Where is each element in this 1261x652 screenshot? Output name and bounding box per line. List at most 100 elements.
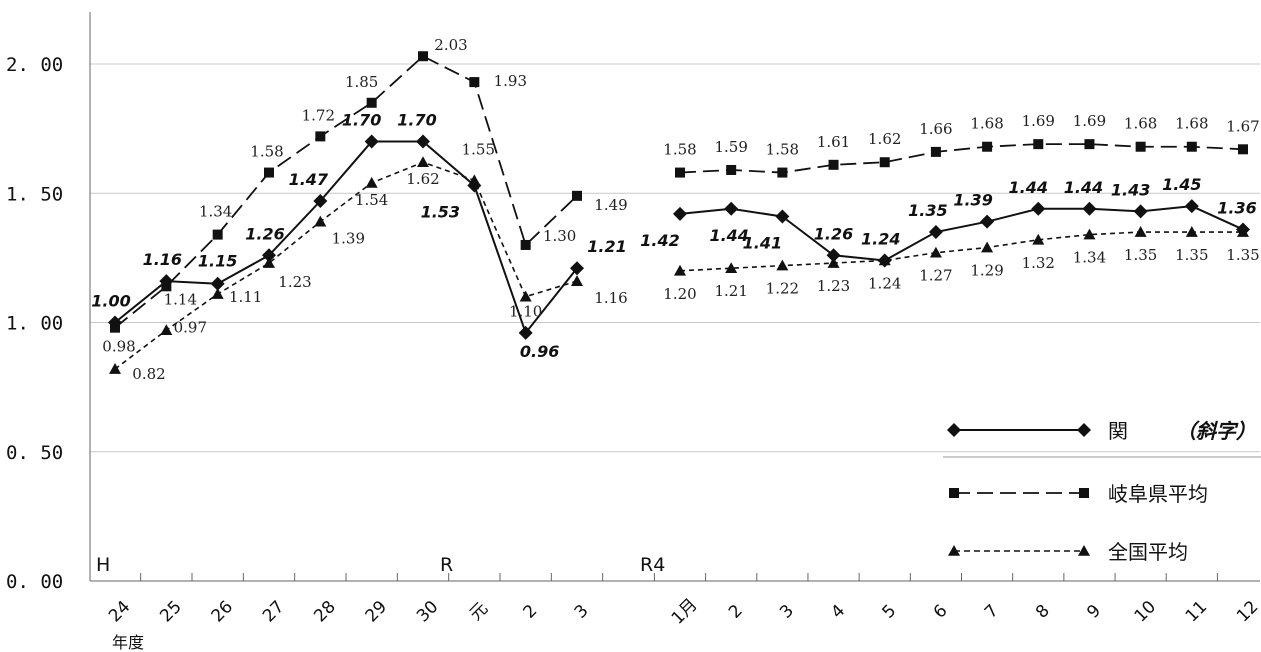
legend-item: 全国平均 (948, 540, 1188, 564)
data-label: 1.23 (817, 277, 850, 295)
series-line (114, 161, 578, 370)
data-label: 1.21 (714, 282, 747, 300)
legend-label: 岐阜県平均 (1108, 482, 1208, 506)
data-label: 1.58 (250, 143, 283, 161)
data-label: 1.14 (164, 290, 197, 308)
y-tick-label: 0. 50 (6, 442, 63, 464)
data-point (518, 325, 533, 340)
data-point (418, 51, 428, 62)
x-tick-label: 9 (1083, 601, 1105, 623)
data-point (726, 164, 737, 175)
data-label: 1.53 (421, 202, 460, 221)
data-point (365, 176, 378, 188)
data-label: 1.44 (1064, 178, 1103, 197)
data-point (1186, 141, 1197, 152)
data-label: 1.27 (919, 267, 952, 285)
x-tick-label: 7 (981, 601, 1003, 623)
data-label: 1.26 (245, 224, 284, 243)
data-point (520, 239, 531, 250)
series-line (679, 231, 1243, 272)
x-tick-label: 28 (310, 597, 339, 626)
data-point (1134, 226, 1147, 237)
legend-marker-right (1079, 488, 1089, 498)
data-point (264, 167, 274, 178)
x-tick-label: 5 (879, 601, 901, 623)
data-label: 1.44 (709, 226, 748, 245)
data-label: 1.24 (868, 274, 901, 292)
data-point (467, 178, 482, 193)
data-label: 1.32 (1022, 254, 1055, 272)
data-label: 1.24 (861, 229, 900, 248)
legend-item: 関 （斜字） (947, 419, 1256, 443)
data-point (724, 201, 739, 216)
data-point (417, 156, 429, 168)
data-label: 1.10 (509, 303, 542, 321)
data-label: 1.11 (229, 288, 262, 306)
data-point (1184, 199, 1199, 214)
data-label: 1.35 (1226, 246, 1259, 264)
x-tick-label: 2 (725, 601, 747, 623)
data-label: 1.00 (91, 292, 130, 311)
data-point (109, 363, 121, 374)
legend-label: 関 (1108, 419, 1128, 443)
data-label: 1.35 (1175, 246, 1208, 264)
x-tick-label: 1月 (668, 595, 702, 629)
data-point (571, 275, 583, 286)
data-label: 0.82 (132, 365, 165, 383)
data-label: 1.36 (1217, 198, 1256, 217)
data-label: 1.45 (1162, 175, 1201, 194)
x-tick-label: 3 (776, 601, 798, 623)
data-label: 1.58 (663, 141, 696, 159)
series-seki (108, 134, 1250, 340)
x-tick-label: 26 (208, 597, 237, 626)
data-label: 1.68 (1124, 115, 1157, 133)
data-label: 1.67 (1226, 117, 1259, 135)
data-point (1185, 226, 1198, 237)
data-label: 1.21 (587, 237, 626, 256)
era-label: R (440, 554, 453, 576)
data-point (210, 276, 225, 291)
x-tick-label: 30 (413, 597, 442, 626)
data-label: 1.61 (817, 133, 850, 151)
data-label: 1.55 (462, 140, 495, 158)
data-point (212, 229, 223, 240)
data-label: 1.41 (743, 234, 782, 253)
data-point (1082, 201, 1097, 216)
data-label: 1.68 (970, 115, 1003, 133)
series-lines (108, 51, 1250, 374)
gridlines (90, 63, 1260, 453)
data-point (364, 134, 379, 149)
data-point (1033, 139, 1044, 150)
data-point (675, 167, 685, 178)
data-point (877, 253, 892, 268)
x-unit-label: 年度 (112, 633, 144, 652)
legend-marker-right (1077, 423, 1091, 437)
data-label: 1.43 (1111, 180, 1150, 199)
y-tick-label: 0. 00 (6, 571, 63, 593)
x-tick-label: 27 (259, 597, 288, 626)
data-point (828, 159, 839, 170)
x-tick-label: 10 (1131, 597, 1160, 626)
data-label: 1.29 (970, 262, 1003, 280)
data-point (108, 315, 122, 330)
data-label: 1.26 (814, 224, 853, 243)
x-tick-label: 6 (930, 601, 952, 623)
data-label: 1.72 (302, 106, 335, 124)
data-point (929, 246, 942, 258)
data-label: 1.54 (355, 191, 388, 209)
data-label: 1.22 (766, 280, 799, 298)
data-label: 1.49 (594, 196, 627, 214)
data-point (262, 248, 276, 263)
y-tick-label: 2. 00 (6, 54, 63, 76)
y-tick-label: 1. 50 (6, 183, 63, 205)
data-point (159, 274, 174, 289)
data-point (366, 97, 377, 108)
series-line (679, 205, 1244, 262)
data-label: 1.30 (543, 227, 576, 245)
legend-marker-left (949, 488, 959, 498)
x-tick-label: 元 (466, 599, 492, 625)
data-label: 1.66 (919, 120, 952, 138)
data-label: 1.69 (1022, 112, 1055, 130)
